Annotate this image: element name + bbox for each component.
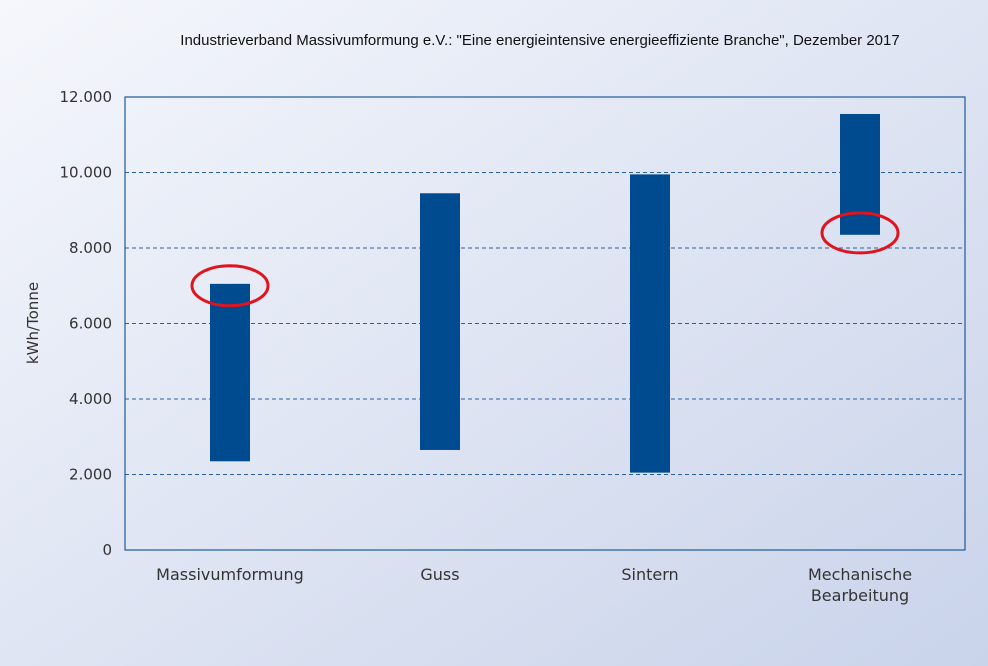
category-label: Sintern: [621, 565, 678, 584]
y-tick-label: 2.000: [69, 466, 112, 484]
category-label: Bearbeitung: [811, 586, 909, 605]
plot-frame: [124, 96, 966, 551]
y-tick-labels: 0 2.000 4.000 6.000 8.000 10.000 12.000: [60, 88, 113, 559]
highlight-ellipse: [190, 264, 270, 308]
source-note: Industrieverband Massivumformung e.V.: "…: [180, 32, 899, 49]
category-label: Mechanische: [808, 565, 912, 584]
bars: [210, 113, 880, 473]
range-bar: [210, 283, 250, 462]
range-bar: [630, 174, 670, 473]
category-labels: Massivumformung Guss Sintern Mechanische Bea…: [156, 565, 912, 605]
highlight-ellipse: [820, 211, 900, 255]
range-bar: [840, 113, 880, 235]
y-tick-label: 4.000: [69, 390, 112, 408]
y-tick-label: 6.000: [69, 315, 112, 333]
y-axis-title: kWh/Tonne: [24, 282, 42, 364]
annotations: [190, 211, 900, 308]
category-label: Guss: [420, 565, 459, 584]
y-tick-label: 8.000: [69, 239, 112, 257]
y-tick-label: 12.000: [60, 88, 113, 106]
gridlines: [125, 172, 965, 475]
y-tick-label: 0: [102, 541, 112, 559]
range-bar: [420, 193, 460, 450]
category-label: Massivumformung: [156, 565, 304, 584]
y-tick-label: 10.000: [60, 164, 113, 182]
